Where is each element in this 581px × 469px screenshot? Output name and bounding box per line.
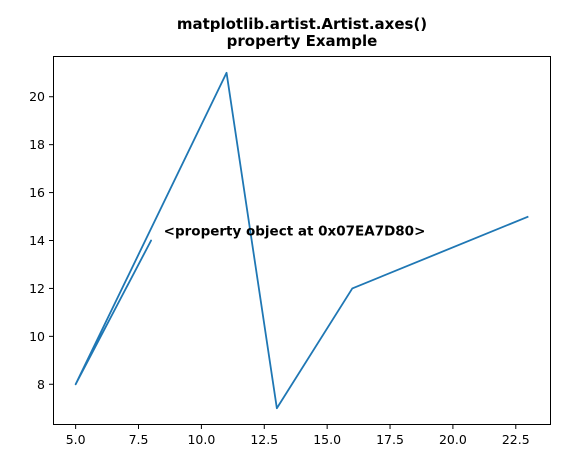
x-tick-label: 5.0 <box>66 432 86 447</box>
y-tick-label: 8 <box>37 377 45 392</box>
y-tick-label: 12 <box>29 281 45 296</box>
x-tick-label: 20.0 <box>439 432 467 447</box>
y-tick-label: 14 <box>29 233 45 248</box>
y-tick-label: 10 <box>29 329 45 344</box>
chart-title-line2: property Example <box>226 32 378 50</box>
x-tick-label: 15.0 <box>313 432 341 447</box>
axes-frame <box>53 56 551 425</box>
y-tick-label: 18 <box>29 137 45 152</box>
y-tick-label: 20 <box>29 89 45 104</box>
x-axis-ticks: 5.0 7.5 10.0 12.5 15.0 17.5 20.0 22.5 <box>66 425 530 447</box>
x-tick-label: 17.5 <box>376 432 404 447</box>
annotation-text: <property object at 0x07EA7D80> <box>164 224 426 240</box>
x-tick-label: 10.0 <box>187 432 215 447</box>
x-tick-label: 22.5 <box>502 432 530 447</box>
y-axis-ticks: 8 10 12 14 16 18 20 <box>29 89 53 392</box>
series-layer <box>74 71 529 410</box>
chart-title-line1: matplotlib.artist.Artist.axes() <box>176 15 428 33</box>
series-line-0 <box>74 71 529 410</box>
x-tick-label: 12.5 <box>250 432 278 447</box>
x-tick-label: 7.5 <box>129 432 149 447</box>
y-tick-label: 16 <box>29 185 45 200</box>
